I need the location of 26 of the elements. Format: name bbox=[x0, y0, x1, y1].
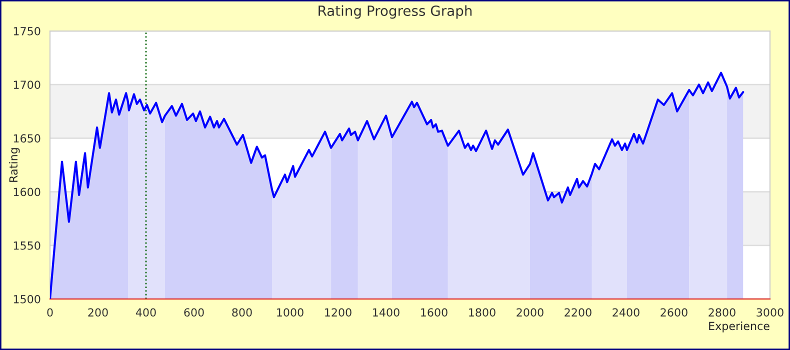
x-tick-label: 400 bbox=[136, 308, 156, 317]
y-axis-title: Rating bbox=[9, 148, 20, 182]
x-tick-label: 3000 bbox=[756, 308, 784, 317]
x-tick-label: 2200 bbox=[564, 308, 592, 317]
x-tick-label: 600 bbox=[184, 308, 204, 317]
x-axis-title: Experience bbox=[709, 322, 770, 332]
x-tick-label: 1000 bbox=[277, 308, 304, 317]
x-tick-label: 2600 bbox=[660, 308, 688, 317]
x-tick-label: 0 bbox=[47, 308, 53, 317]
x-tick-label: 200 bbox=[88, 308, 108, 317]
x-tick-label: 2800 bbox=[708, 308, 736, 317]
y-tick-label: 1750 bbox=[14, 26, 40, 36]
x-tick-label: 2000 bbox=[516, 308, 544, 317]
x-tick-label: 2400 bbox=[612, 308, 640, 317]
chart-title: Rating Progress Graph bbox=[318, 5, 472, 19]
y-tick-label: 1700 bbox=[14, 80, 40, 89]
x-tick-label: 800 bbox=[232, 308, 252, 317]
x-tick-label: 1800 bbox=[469, 308, 496, 317]
y-tick-label: 1600 bbox=[14, 188, 40, 196]
x-tick-label: 1600 bbox=[421, 308, 448, 317]
y-tick-label: 1500 bbox=[14, 294, 40, 304]
x-tick-label: 1200 bbox=[325, 308, 352, 317]
y-tick-label: 1550 bbox=[14, 241, 40, 250]
x-tick-label: 1400 bbox=[373, 308, 400, 317]
line-series bbox=[50, 72, 744, 299]
y-tick-label: 1650 bbox=[14, 134, 40, 143]
